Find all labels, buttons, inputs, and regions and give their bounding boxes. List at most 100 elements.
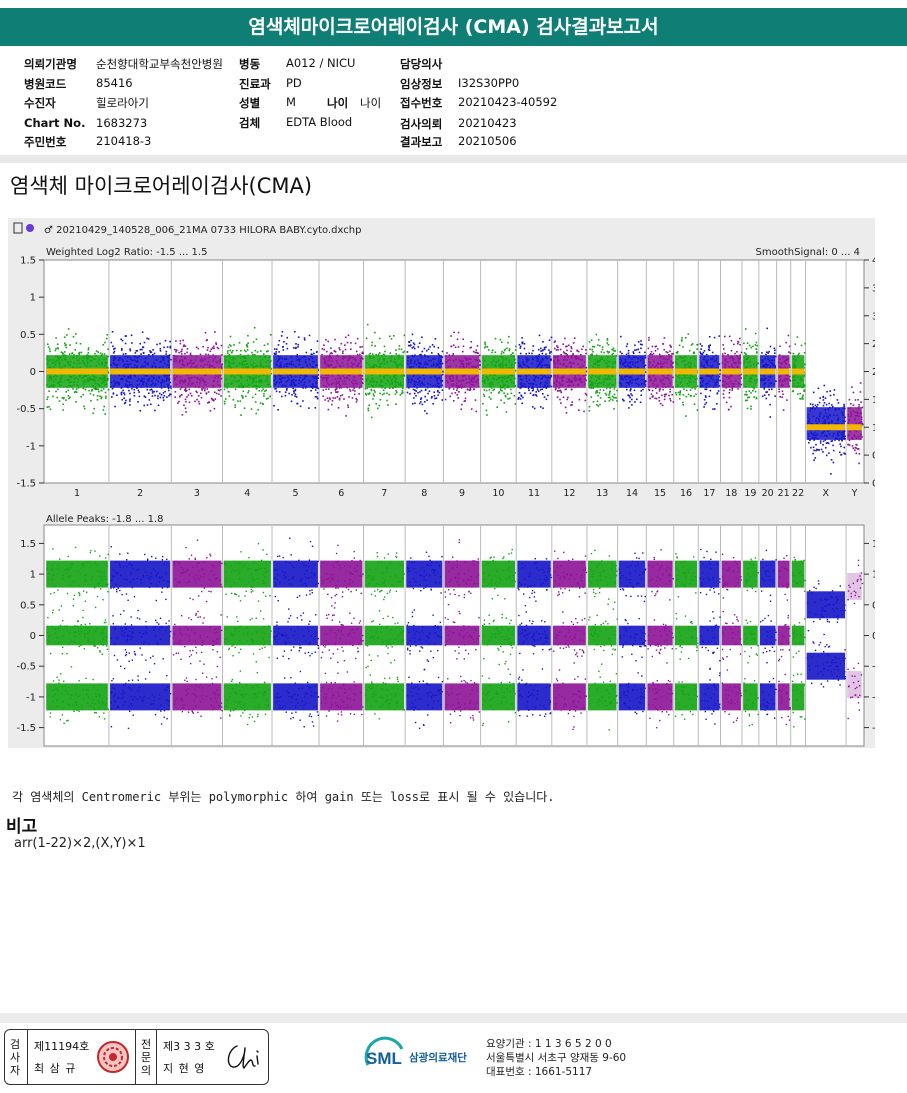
log2-series-chr-7 xyxy=(364,323,406,419)
allele-series-chr-15 xyxy=(647,549,674,729)
smooth-signal-chr-1 xyxy=(46,368,108,375)
log2-series-chr-1 xyxy=(46,328,110,415)
allele-peak-chr-9 xyxy=(444,625,480,646)
allele-y-tick-label: 0.5 xyxy=(20,600,36,611)
allele-y-tick-label: 1 xyxy=(30,570,36,581)
log2-y-tick-label: 0 xyxy=(30,367,36,378)
allele-peak-chr-5 xyxy=(273,560,318,588)
chart-value: 1683273 xyxy=(96,116,148,130)
chromosome-label-1: 1 xyxy=(74,488,80,499)
allele-series-chr-12 xyxy=(552,550,588,731)
allele-series-chr-4 xyxy=(223,543,272,726)
request-label: 검사의뢰 xyxy=(400,117,443,131)
allele-y-right-tick-label: -0.5 xyxy=(872,662,875,673)
log2-series-chr-Y xyxy=(847,382,864,465)
smooth-signal-chr-16 xyxy=(674,368,698,375)
allele-y-right-tick-label: 1.5 xyxy=(872,539,875,550)
chromosome-label-3: 3 xyxy=(194,488,200,499)
report-date-label: 결과보고 xyxy=(400,135,443,149)
log2-series-chr-18 xyxy=(721,335,743,411)
allele-series-chr-1 xyxy=(46,546,109,724)
chromosome-label-X: X xyxy=(823,488,830,499)
chromosome-label-5: 5 xyxy=(292,488,298,499)
clinical-value: I32S30PP0 xyxy=(458,76,520,90)
log2-series-chr-X xyxy=(806,384,846,475)
allele-peak-chr-Y xyxy=(847,572,862,600)
smooth-signal-chr-17 xyxy=(699,368,720,375)
log2-y-tick-label: -0.5 xyxy=(16,404,36,415)
specialist-name: 지 현 영 xyxy=(163,1062,206,1075)
allele-peak-chr-21 xyxy=(777,683,790,711)
smooth-signal-chr-13 xyxy=(588,368,617,375)
org-line-2: 서울특별시 서초구 양재동 9-60 xyxy=(486,1052,627,1064)
remark-text: arr(1-22)×2,(X,Y)×1 xyxy=(14,836,146,851)
allele-peak-chr-5 xyxy=(273,625,318,646)
organization-logo: SML 삼광의료재단 xyxy=(364,1035,484,1083)
allele-peak-chr-18 xyxy=(721,625,741,646)
smooth-signal-chr-8 xyxy=(406,368,443,375)
allele-series-chr-7 xyxy=(364,552,405,720)
chromosome-label-4: 4 xyxy=(244,488,250,499)
allele-peak-chr-6 xyxy=(320,625,363,646)
allele-y-tick-label: -1 xyxy=(26,692,36,703)
allele-peak-chr-19 xyxy=(743,683,758,711)
specimen-value: EDTA Blood xyxy=(286,115,353,129)
report-title: 염색체마이크로어레이검사 (CMA) 검사결과보고서 xyxy=(0,8,907,46)
smooth-signal-chr-9 xyxy=(444,368,480,375)
allele-series-chr-13 xyxy=(588,549,618,731)
log2-series-chr-5 xyxy=(273,330,320,411)
smooth-signal-chr-14 xyxy=(618,368,646,375)
dept-label: 진료과 xyxy=(239,77,271,91)
log2-y-tick-label: -1 xyxy=(26,441,36,452)
log2-series-chr-16 xyxy=(674,333,699,417)
cma-plot-panel: ♂ 20210429_140528_006_21MA 0733 HILORA B… xyxy=(8,218,892,748)
chromosome-label-12: 12 xyxy=(563,488,575,499)
smooth-signal-chr-10 xyxy=(481,368,516,375)
allele-peak-chr-1 xyxy=(46,625,108,646)
allele-y-right-tick-label: 1 xyxy=(872,570,875,581)
allele-series-chr-18 xyxy=(721,553,743,723)
chromosome-label-13: 13 xyxy=(596,488,608,499)
patient-label: 수진자 xyxy=(24,96,56,110)
dept-value: PD xyxy=(286,76,302,90)
allele-peak-chr-1 xyxy=(46,683,108,711)
chromosome-label-Y: Y xyxy=(851,488,858,499)
code-label: 병원코드 xyxy=(24,77,67,91)
rrn-label: 주민번호 xyxy=(24,135,67,149)
receipt-value: 20210423-40592 xyxy=(458,95,558,109)
log2-series-chr-2 xyxy=(110,331,172,412)
allele-peak-chr-10 xyxy=(481,625,516,646)
allele-peak-chr-9 xyxy=(444,683,480,711)
allele-peak-chr-17 xyxy=(699,560,720,588)
smooth-signal-chr-7 xyxy=(364,368,405,375)
smooth-signal-chr-18 xyxy=(721,368,741,375)
log2-series-chr-8 xyxy=(406,333,444,415)
log2-series-chr-10 xyxy=(481,335,517,416)
smooth-y-tick-label: 1 xyxy=(872,423,875,434)
examiner-seal-icon xyxy=(97,1041,129,1073)
allele-peak-chr-7 xyxy=(364,625,405,646)
log2-series-chr-3 xyxy=(172,331,223,416)
chromosome-label-14: 14 xyxy=(626,488,638,499)
allele-series-chr-8 xyxy=(406,551,443,729)
genotype-icon xyxy=(26,224,34,232)
log2-series-chr-6 xyxy=(320,334,364,417)
allele-peak-chr-20 xyxy=(759,683,776,711)
age-label: 나이 xyxy=(327,96,349,110)
report-date-value: 20210506 xyxy=(458,134,517,148)
allele-peak-chr-4 xyxy=(223,625,271,646)
clinical-label: 임상정보 xyxy=(400,77,443,91)
allele-peak-chr-20 xyxy=(759,625,776,646)
allele-y-tick-label: 0 xyxy=(30,631,36,642)
allele-peak-chr-15 xyxy=(647,560,673,588)
chromosome-label-8: 8 xyxy=(421,488,427,499)
allele-peak-chr-15 xyxy=(647,625,673,646)
rrn-value: 210418-3 xyxy=(96,134,152,148)
allele-series-chr-6 xyxy=(320,544,364,722)
allele-peak-chr-11 xyxy=(517,560,551,588)
chromosome-label-22: 22 xyxy=(792,488,804,499)
allele-y-tick-label: 1.5 xyxy=(20,539,36,550)
log2-y-tick-label: 1 xyxy=(30,293,36,304)
allele-peak-chr-14 xyxy=(618,625,646,646)
